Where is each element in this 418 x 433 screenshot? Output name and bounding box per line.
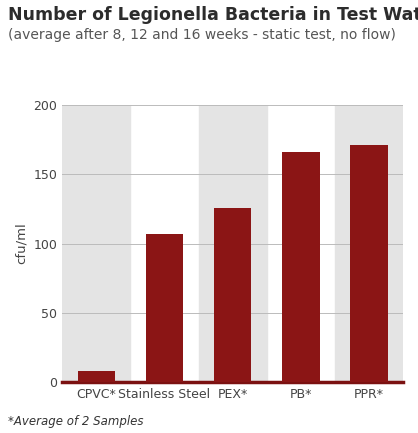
Text: *Average of 2 Samples: *Average of 2 Samples <box>8 415 144 428</box>
Bar <box>146 234 183 382</box>
Bar <box>335 105 403 382</box>
Bar <box>214 207 251 382</box>
Bar <box>350 145 387 382</box>
Bar <box>282 152 319 382</box>
Text: Number of Legionella Bacteria in Test Water: Number of Legionella Bacteria in Test Wa… <box>8 6 418 25</box>
Text: (average after 8, 12 and 16 weeks - static test, no flow): (average after 8, 12 and 16 weeks - stat… <box>8 28 396 42</box>
Y-axis label: cfu/ml: cfu/ml <box>15 223 28 265</box>
Bar <box>78 371 115 382</box>
Bar <box>199 105 267 382</box>
Bar <box>62 105 130 382</box>
